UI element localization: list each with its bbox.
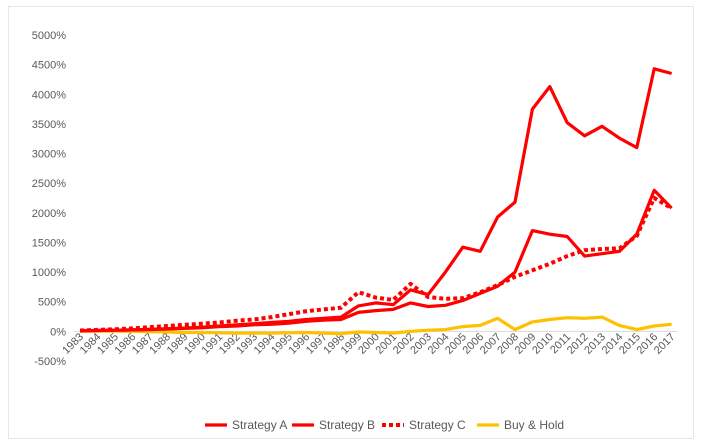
- y-tick-label: 2500%: [32, 178, 66, 190]
- legend-label: Strategy C: [409, 418, 466, 432]
- chart-frame: [8, 6, 694, 439]
- y-tick-label: -500%: [34, 356, 66, 368]
- series-line-strategy-b: [79, 188, 673, 333]
- y-tick-label: 5000%: [32, 30, 66, 42]
- legend-label: Strategy B: [319, 418, 375, 432]
- y-axis: -500% 0% 500% 1000% 1500% 2000% 2500% 3000% 3500…: [32, 30, 66, 368]
- y-tick-label: 1000%: [32, 267, 66, 279]
- y-tick-label: 3000%: [32, 149, 66, 161]
- y-tick-label: 0%: [50, 326, 66, 338]
- y-tick-label: 4000%: [32, 89, 66, 101]
- series-line-buy-hold: [80, 315, 672, 336]
- x-axis: 1983198419851986198719881989199019911992…: [60, 330, 678, 357]
- y-tick-label: 3500%: [32, 119, 66, 131]
- y-tick-label: 2000%: [32, 208, 66, 220]
- y-tick-label: 4500%: [32, 60, 66, 72]
- legend: Strategy A Strategy B Strategy C Buy & Hold: [205, 418, 564, 432]
- series-line-strategy-a: [79, 67, 673, 333]
- series-line-strategy-c: [79, 196, 673, 333]
- y-tick-label: 1500%: [32, 237, 66, 249]
- series-layer: [79, 67, 673, 336]
- legend-label: Strategy A: [232, 418, 287, 432]
- y-tick-label: 500%: [38, 297, 66, 309]
- legend-label: Buy & Hold: [504, 418, 564, 432]
- x-tick-label: 2017: [652, 331, 678, 357]
